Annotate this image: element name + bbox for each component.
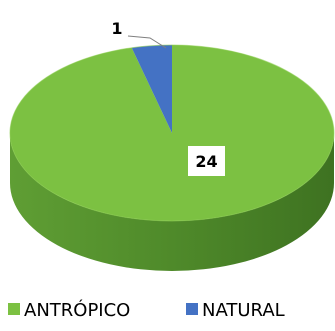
slice-label-antropico: 24 (188, 146, 225, 176)
pie-top-surface (9, 44, 335, 222)
slice-label-antropico-box (188, 146, 225, 176)
slice-label-natural-text: 1 (111, 19, 122, 38)
pie-slice-natural (131, 45, 172, 133)
legend-swatch-natural (186, 303, 198, 315)
legend-label-natural: NATURAL (202, 300, 285, 321)
slice-label-antropico-text: 24 (195, 152, 217, 171)
legend-swatch-antropico (8, 303, 20, 315)
legend-label-antropico: ANTRÓPICO (24, 299, 130, 321)
slice-label-natural-leader (127, 35, 167, 49)
pie-3d-side (10, 133, 334, 271)
pie-slice-antr-pico (9, 45, 334, 221)
pie-side-wall (10, 133, 334, 271)
legend-item-antropico: ANTRÓPICO (8, 299, 130, 321)
legend-item-natural: NATURAL (186, 300, 285, 321)
pie-top-rim (9, 44, 335, 222)
legend: ANTRÓPICO NATURAL (8, 299, 285, 321)
slice-label-natural: 1 (111, 19, 167, 49)
